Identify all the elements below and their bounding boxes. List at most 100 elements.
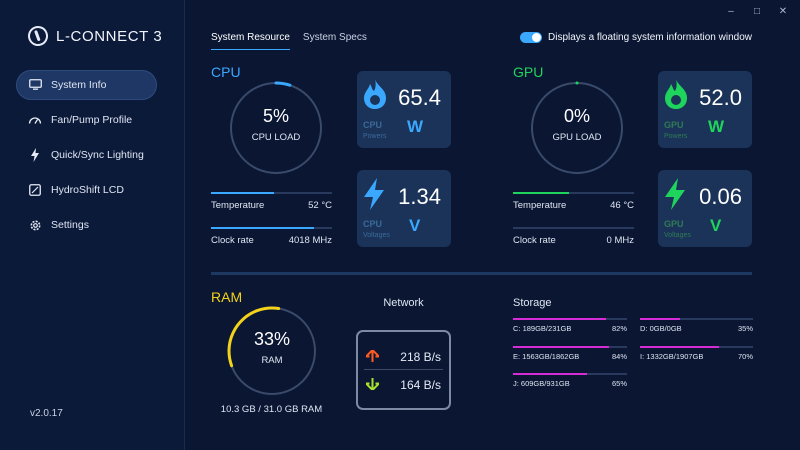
- storage-drive-label: J: 609GB/931GB: [513, 379, 570, 388]
- close-icon[interactable]: ✕: [778, 6, 788, 17]
- storage-drive-label: I: 1332GB/1907GB: [640, 352, 704, 361]
- arrow-up-icon: [363, 348, 382, 365]
- cpu-voltage-sub: Voltages: [363, 232, 390, 239]
- cpu-load-label: CPU LOAD: [251, 132, 301, 143]
- sidebar-item-label: Settings: [51, 219, 89, 231]
- storage-fill: [513, 318, 607, 320]
- flame-icon: [361, 78, 389, 115]
- gpu-temperature-value: 46 °C: [610, 200, 634, 211]
- sidebar-nav: System Info Fan/Pump Profile Quick/Sync …: [16, 70, 157, 245]
- sidebar-item-label: System Info: [51, 79, 107, 91]
- storage-drive-j: J: 609GB/931GB 65%: [513, 373, 627, 388]
- gpu-power-card: 52.0 W GPU Powers: [658, 71, 752, 148]
- storage-fill: [640, 318, 680, 320]
- window-controls: – □ ✕: [726, 6, 788, 17]
- cpu-clock-fill: [211, 227, 314, 229]
- gpu-voltage-sub: Voltages: [664, 232, 691, 239]
- gpu-temperature-label: Temperature: [513, 200, 567, 211]
- storage-drive-d: D: 0GB/0GB 35%: [640, 318, 753, 333]
- gpu-temperature-fill: [513, 192, 569, 194]
- maximize-icon[interactable]: □: [753, 6, 761, 17]
- storage-drive-c: C: 189GB/231GB 82%: [513, 318, 627, 333]
- gpu-load-gauge: 0% GPU LOAD: [529, 80, 625, 176]
- ram-value: 33%: [253, 329, 291, 349]
- flame-icon: [662, 78, 690, 115]
- gpu-clock-value: 0 MHz: [606, 235, 634, 246]
- storage-drive-i: I: 1332GB/1907GB 70%: [640, 346, 753, 361]
- monitor-icon: [28, 78, 42, 92]
- storage-drive-label: E: 1563GB/1862GB: [513, 352, 580, 361]
- ram-detail: 10.3 GB / 31.0 GB RAM: [220, 404, 323, 415]
- storage-drive-percent: 65%: [611, 379, 627, 388]
- floating-window-setting: Displays a floating system information w…: [520, 32, 752, 43]
- lightning-bolt-icon: [662, 177, 688, 216]
- sidebar-item-label: Fan/Pump Profile: [51, 114, 133, 126]
- ram-label: RAM: [261, 355, 283, 366]
- storage-bar: [640, 346, 753, 348]
- network-download-row: 164 B/s: [363, 375, 441, 395]
- cpu-voltage-card: 1.34 V CPU Voltages: [357, 170, 451, 247]
- storage-drive-percent: 35%: [737, 324, 753, 333]
- cpu-temperature-fill: [211, 192, 274, 194]
- gpu-voltage-unit: V: [710, 216, 722, 235]
- brand: L-CONNECT 3: [25, 23, 163, 49]
- cpu-voltage-kind: CPU: [363, 219, 383, 229]
- cpu-power-kind: CPU: [363, 120, 383, 130]
- lightning-icon: [28, 148, 42, 162]
- gpu-load-arc: [530, 81, 624, 175]
- sidebar-item-hydroshift-lcd[interactable]: HydroShift LCD: [16, 175, 157, 205]
- storage-fill: [640, 346, 720, 348]
- tab-system-specs[interactable]: System Specs: [302, 32, 367, 43]
- network-upload-row: 218 B/s: [363, 347, 441, 367]
- gpu-power-unit: W: [708, 117, 725, 136]
- fan-gauge-icon: [28, 113, 42, 127]
- cpu-load-ring: [229, 81, 323, 175]
- ram-gauge: 33% RAM: [226, 305, 318, 397]
- ram-usage-arc: [227, 306, 317, 396]
- storage-bar: [640, 318, 753, 320]
- sidebar-item-quick-sync-lighting[interactable]: Quick/Sync Lighting: [16, 140, 157, 170]
- floating-window-toggle[interactable]: [520, 32, 543, 43]
- cpu-power-sub: Powers: [363, 133, 387, 140]
- minimize-icon[interactable]: –: [728, 6, 734, 17]
- gpu-voltage-kind: GPU: [664, 219, 684, 229]
- gpu-power-value: 52.0: [699, 85, 742, 110]
- storage-drive-label: D: 0GB/0GB: [640, 324, 682, 333]
- storage-title: Storage: [513, 297, 552, 309]
- gpu-load-label: GPU LOAD: [552, 132, 602, 143]
- gpu-temperature-row: Temperature 46 °C: [513, 200, 634, 211]
- cpu-title: CPU: [211, 64, 241, 80]
- cpu-power-unit: W: [407, 117, 424, 136]
- cpu-load-gauge: 5% CPU LOAD: [228, 80, 324, 176]
- network-panel: 218 B/s 164 B/s: [356, 330, 451, 410]
- sidebar-item-fan-pump-profile[interactable]: Fan/Pump Profile: [16, 105, 157, 135]
- cpu-temperature-label: Temperature: [211, 200, 265, 211]
- gpu-clock-row: Clock rate 0 MHz: [513, 235, 634, 246]
- storage-fill: [513, 346, 609, 348]
- ram-title: RAM: [211, 289, 243, 305]
- gpu-power-kind: GPU: [664, 120, 684, 130]
- app-version: v2.0.17: [30, 408, 63, 419]
- app-title: L-CONNECT 3: [56, 27, 163, 45]
- cpu-temperature-value: 52 °C: [308, 200, 332, 211]
- storage-drive-label: C: 189GB/231GB: [513, 324, 572, 333]
- sidebar-item-system-info[interactable]: System Info: [16, 70, 157, 100]
- gpu-voltage-value: 0.06: [699, 184, 742, 209]
- section-divider: [211, 272, 752, 275]
- sidebar: L-CONNECT 3 System Info Fan/Pump Profile…: [0, 0, 185, 450]
- gpu-load-ring: [530, 81, 624, 175]
- sidebar-item-settings[interactable]: Settings: [16, 210, 157, 240]
- cpu-power-value: 65.4: [398, 85, 441, 110]
- storage-bar: [513, 346, 627, 348]
- gpu-temperature-bar: [513, 192, 634, 194]
- gpu-voltage-card: 0.06 V GPU Voltages: [658, 170, 752, 247]
- network-download-value: 164 B/s: [400, 378, 441, 392]
- storage-drive-percent: 82%: [611, 324, 627, 333]
- main-tabs: System Resource System Specs: [211, 32, 367, 50]
- tab-system-resource[interactable]: System Resource: [211, 32, 290, 50]
- cpu-temperature-row: Temperature 52 °C: [211, 200, 332, 211]
- lian-li-logo-icon: [25, 23, 51, 49]
- gpu-clock-bar: [513, 227, 634, 229]
- floating-window-label: Displays a floating system information w…: [548, 32, 752, 43]
- storage-bar: [513, 373, 627, 375]
